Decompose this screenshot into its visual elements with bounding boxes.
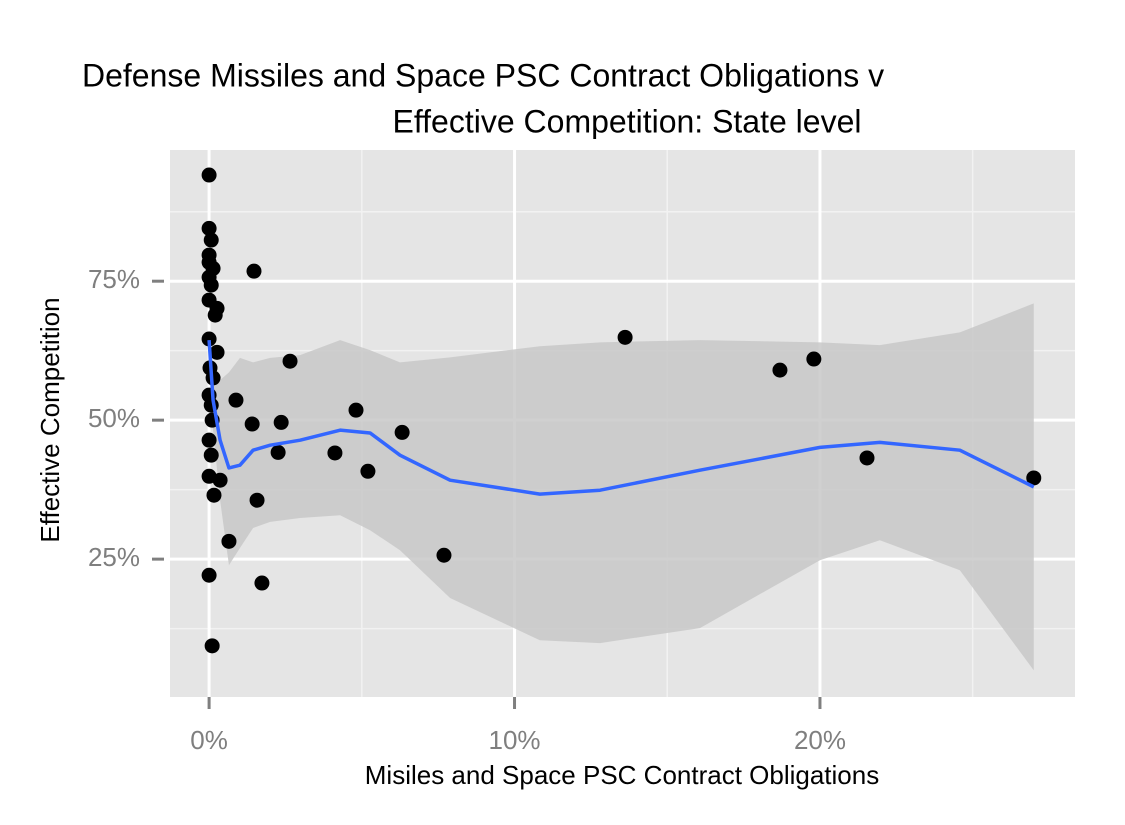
data-point [228, 392, 244, 408]
data-point [360, 463, 376, 479]
points-layer [201, 167, 1042, 654]
data-point [201, 167, 217, 183]
y-tick-label: 25% [88, 542, 140, 572]
data-point [201, 432, 217, 448]
data-point [212, 472, 228, 488]
data-point [207, 307, 223, 323]
data-point [249, 492, 265, 508]
data-point [203, 232, 219, 248]
data-point [209, 344, 225, 360]
data-point [436, 547, 452, 563]
chart-title: Effective Competition: State level [393, 103, 862, 139]
y-tick-label: 50% [88, 403, 140, 433]
chart-title: Defense Missiles and Space PSC Contract … [82, 57, 884, 93]
y-tick-label: 75% [88, 264, 140, 294]
data-point [201, 220, 217, 236]
data-point [859, 450, 875, 466]
data-point [617, 329, 633, 345]
data-point [221, 533, 237, 549]
data-point [201, 567, 217, 583]
data-point [246, 263, 262, 279]
data-point [772, 362, 788, 378]
smooth-layer [207, 340, 1035, 496]
x-axis-label: Misiles and Space PSC Contract Obligatio… [365, 760, 879, 790]
data-point [1026, 470, 1042, 486]
data-point [273, 414, 289, 430]
x-tick-label: 20% [794, 725, 846, 755]
data-point [394, 424, 410, 440]
data-point [282, 353, 298, 369]
data-point [327, 445, 343, 461]
data-point [206, 487, 222, 503]
data-point [806, 351, 822, 367]
data-point [254, 575, 270, 591]
y-axis-label: Effective Competition [35, 297, 65, 542]
data-point [201, 331, 217, 347]
data-point [203, 447, 219, 463]
smooth-line [207, 340, 1035, 496]
data-point [348, 402, 364, 418]
data-point [203, 277, 219, 293]
data-point [204, 638, 220, 654]
x-tick-label: 10% [489, 725, 541, 755]
data-point [270, 444, 286, 460]
x-tick-label: 0% [190, 725, 228, 755]
axes: 0% 10% 20% 25% 50% 75% [88, 264, 846, 755]
data-point [244, 416, 260, 432]
